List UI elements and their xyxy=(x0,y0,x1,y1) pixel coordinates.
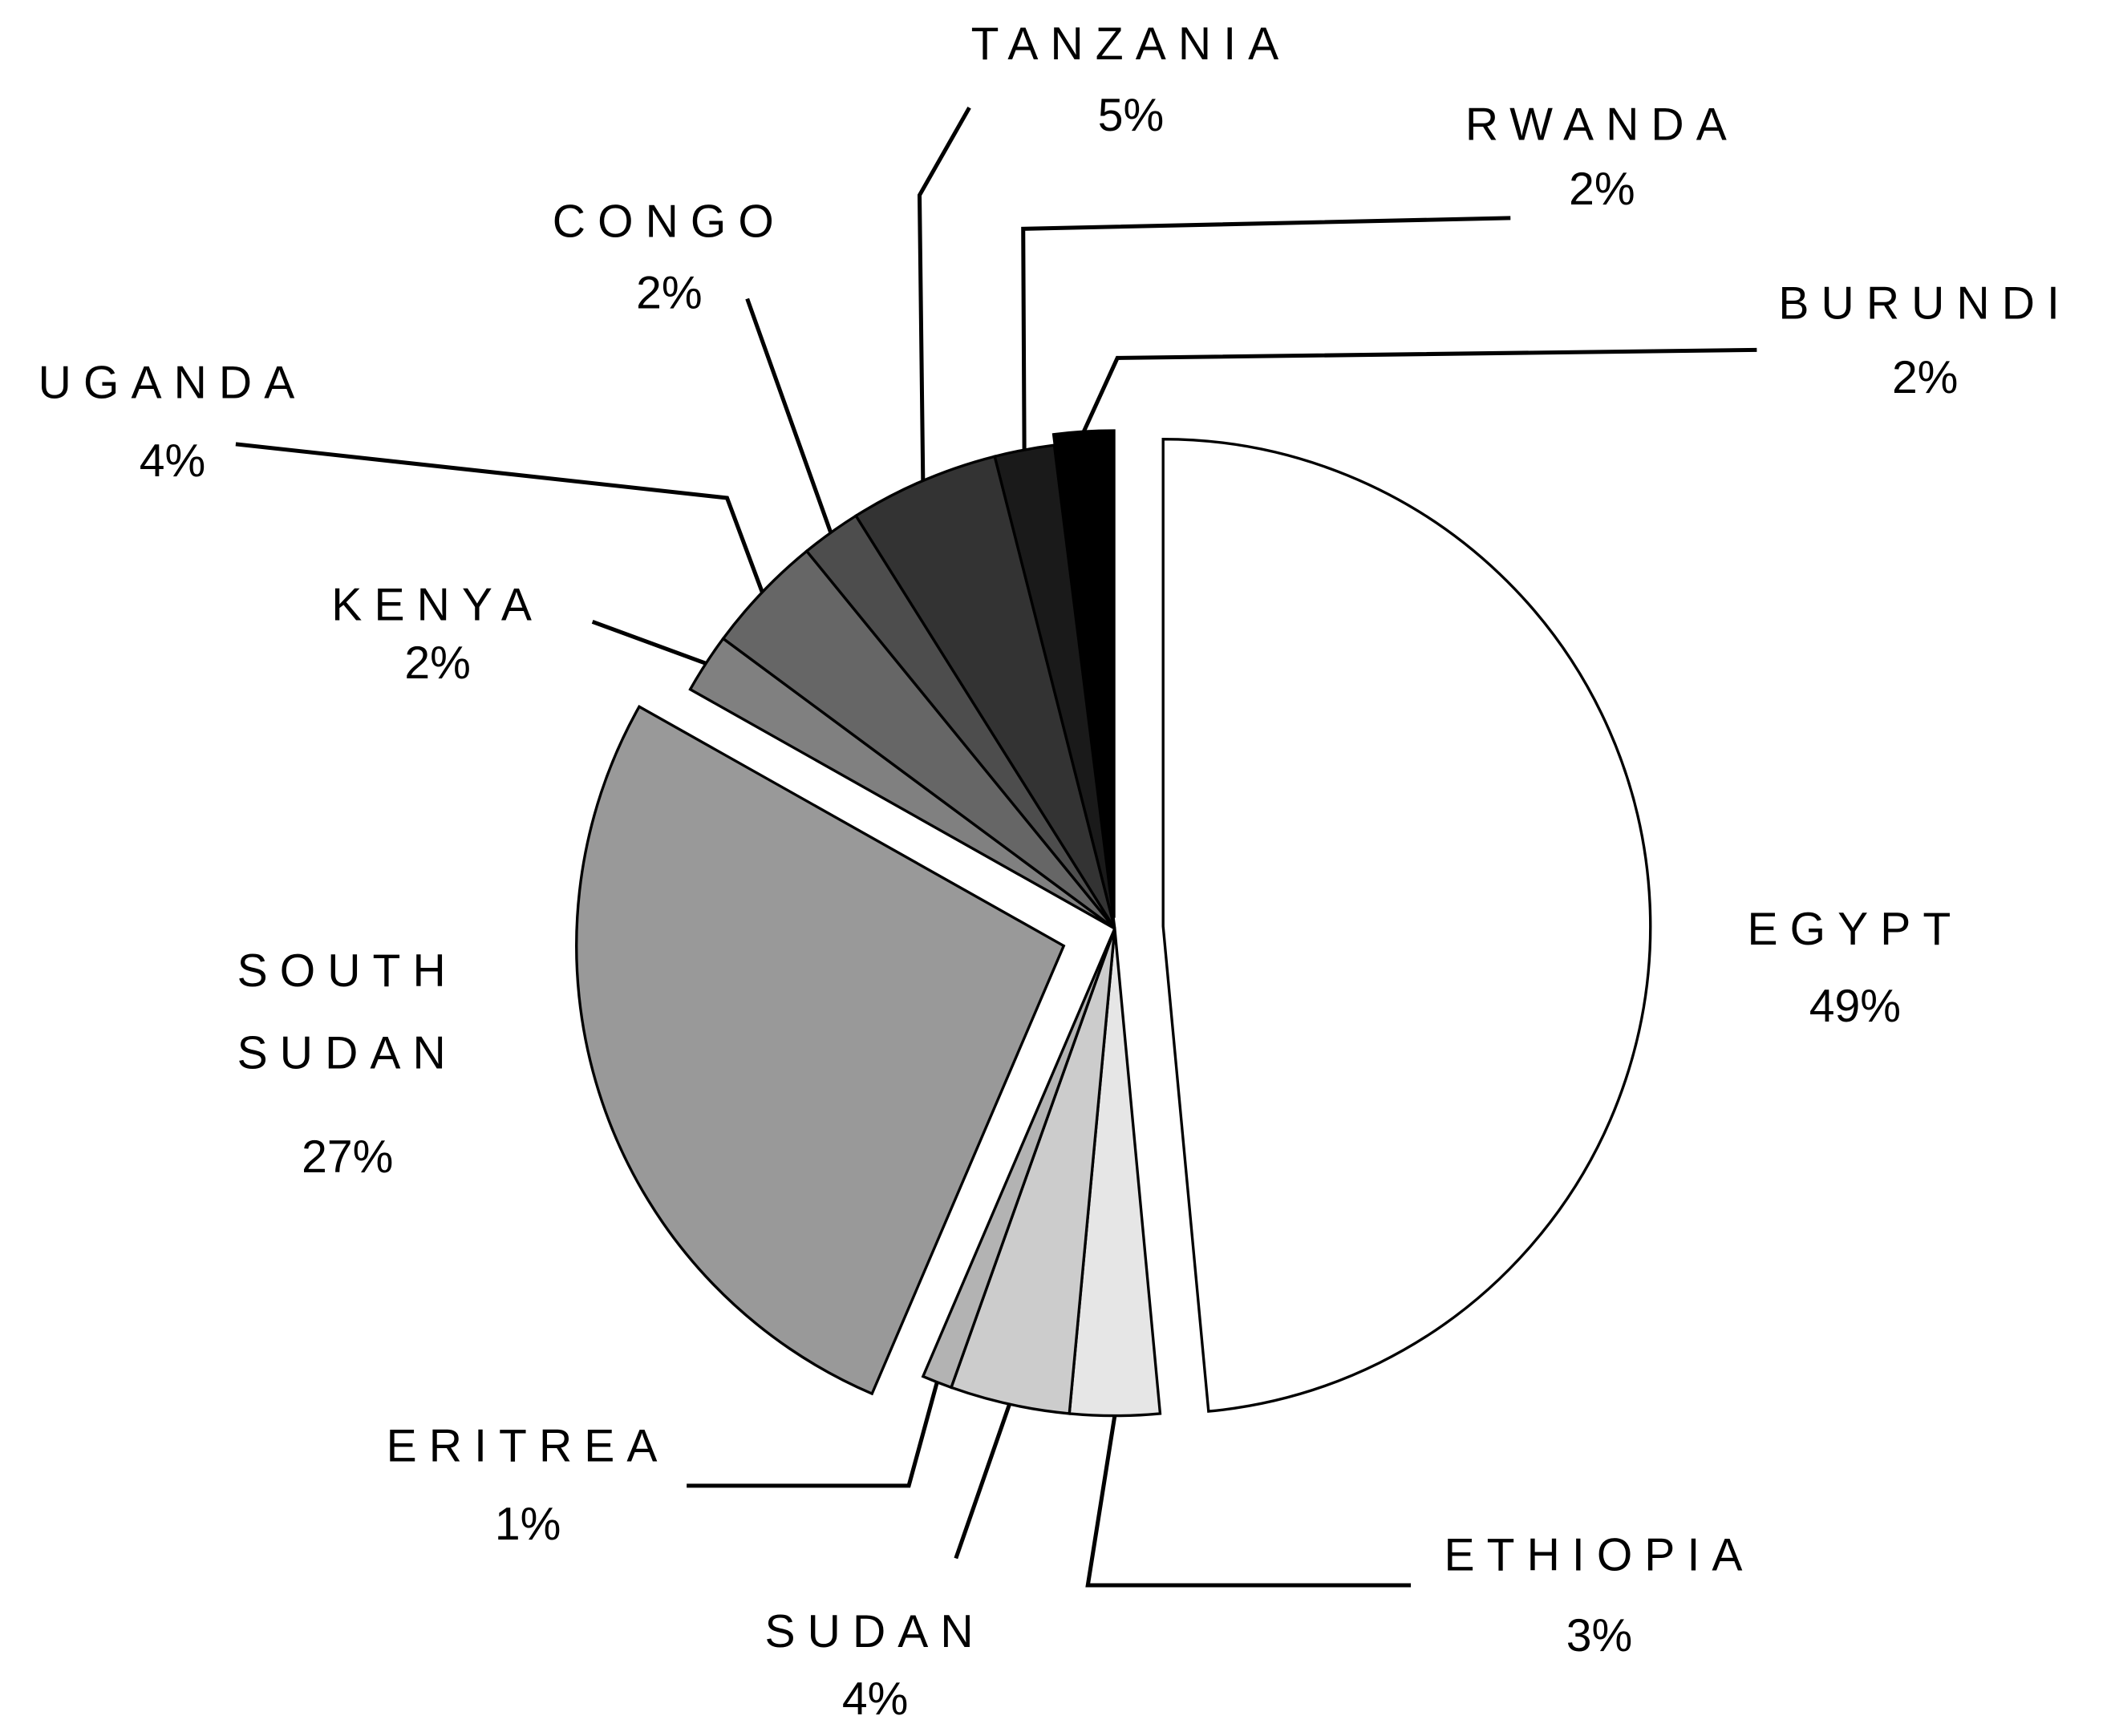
slice-label: CONGO xyxy=(553,196,786,247)
slice-label: SOUTH SUDAN xyxy=(237,945,458,1078)
slice-label: EGYPT xyxy=(1747,904,1963,955)
slice-label-line: SUDAN xyxy=(237,1028,458,1079)
leader-line xyxy=(1021,216,1511,451)
leader-line xyxy=(954,1403,1011,1560)
value-label: 1% xyxy=(495,1499,561,1550)
slice-label: ERITREA xyxy=(387,1421,670,1472)
leader-line xyxy=(591,620,707,666)
value-label: 27% xyxy=(302,1131,393,1183)
slice-label: TANZANIA xyxy=(971,18,1291,70)
slice-label: ETHIOPIA xyxy=(1444,1530,1754,1581)
leader-line xyxy=(745,297,833,534)
value-label: 2% xyxy=(1569,164,1635,215)
slice-label: RWANDA xyxy=(1465,99,1739,151)
value-label: 2% xyxy=(1892,352,1958,403)
leader-line xyxy=(917,107,971,481)
slice-label: KENYA xyxy=(331,580,544,631)
value-label: 4% xyxy=(842,1673,908,1725)
slice-label: UGANDA xyxy=(38,358,307,409)
leader-line xyxy=(1085,1415,1412,1588)
leader-line xyxy=(235,442,764,593)
value-label: 2% xyxy=(404,637,470,689)
slice-label: SUDAN xyxy=(764,1606,985,1657)
slice-label: BURUNDI xyxy=(1778,278,2072,330)
pie-slice xyxy=(1161,437,1652,1413)
pie-slice xyxy=(575,704,1066,1396)
value-label: 2% xyxy=(636,267,702,318)
slice-label-line: SOUTH xyxy=(237,945,458,997)
value-label: 4% xyxy=(140,435,205,487)
leader-line xyxy=(1081,347,1757,433)
value-label: 3% xyxy=(1566,1610,1632,1661)
value-label: 5% xyxy=(1098,90,1164,141)
leader-line xyxy=(687,1382,939,1488)
value-label: 49% xyxy=(1809,981,1901,1032)
